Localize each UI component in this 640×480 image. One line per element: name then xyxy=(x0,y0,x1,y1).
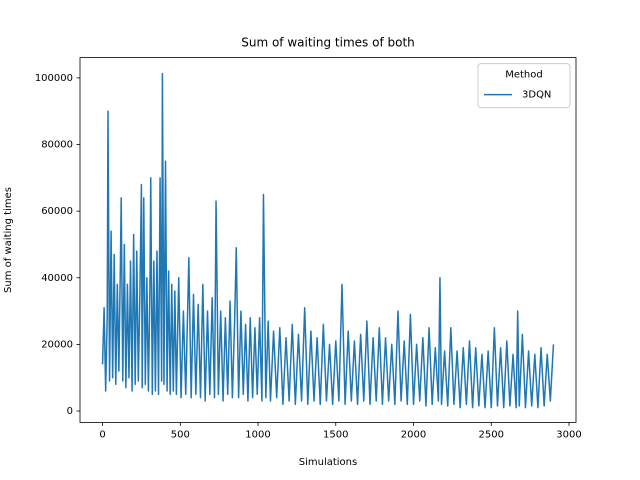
y-tick-label: 40000 xyxy=(41,273,73,284)
legend-title: Method xyxy=(505,70,543,81)
y-tick-label: 0 xyxy=(67,406,73,417)
x-axis-label: Simulations xyxy=(299,457,357,468)
y-tick-label: 80000 xyxy=(41,140,73,151)
y-tick-label: 20000 xyxy=(41,339,73,350)
series-line xyxy=(101,72,555,409)
x-tick-label: 500 xyxy=(171,429,190,440)
y-axis-label: Sum of waiting times xyxy=(3,187,14,293)
x-tick-label: 3000 xyxy=(556,429,581,440)
axes-frame xyxy=(79,57,577,423)
legend-label: 3DQN xyxy=(522,90,551,101)
chart-title: Sum of waiting times of both xyxy=(241,36,415,50)
x-tick-label: 1500 xyxy=(323,429,348,440)
x-tick-label: 2000 xyxy=(401,429,426,440)
x-tick-label: 2500 xyxy=(479,429,504,440)
x-tick-label: 1000 xyxy=(245,429,270,440)
y-tick-label: 60000 xyxy=(41,206,73,217)
y-tick-label: 100000 xyxy=(35,73,73,84)
x-tick-label: 0 xyxy=(99,429,105,440)
legend-box xyxy=(477,63,571,109)
